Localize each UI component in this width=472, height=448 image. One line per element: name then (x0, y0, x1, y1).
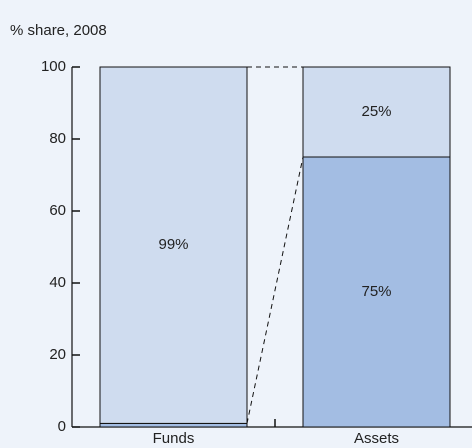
data-label: 25% (361, 103, 391, 120)
data-label: 75% (361, 283, 391, 300)
x-tick-label: Funds (153, 430, 195, 447)
y-tick-label: 0 (58, 418, 66, 435)
y-tick-label: 40 (49, 274, 66, 291)
y-tick-label: 100 (41, 58, 66, 75)
bar-segment (302, 66, 451, 158)
y-tick-label: 20 (49, 346, 66, 363)
connector (246, 156, 304, 424)
y-tick-label: 80 (49, 130, 66, 147)
bar-segment (302, 156, 451, 428)
data-label: 99% (158, 236, 188, 253)
x-tick-label: Assets (354, 430, 399, 447)
chart-title: % share, 2008 (10, 22, 107, 39)
bar-segment (99, 66, 248, 424)
y-tick-label: 60 (49, 202, 66, 219)
